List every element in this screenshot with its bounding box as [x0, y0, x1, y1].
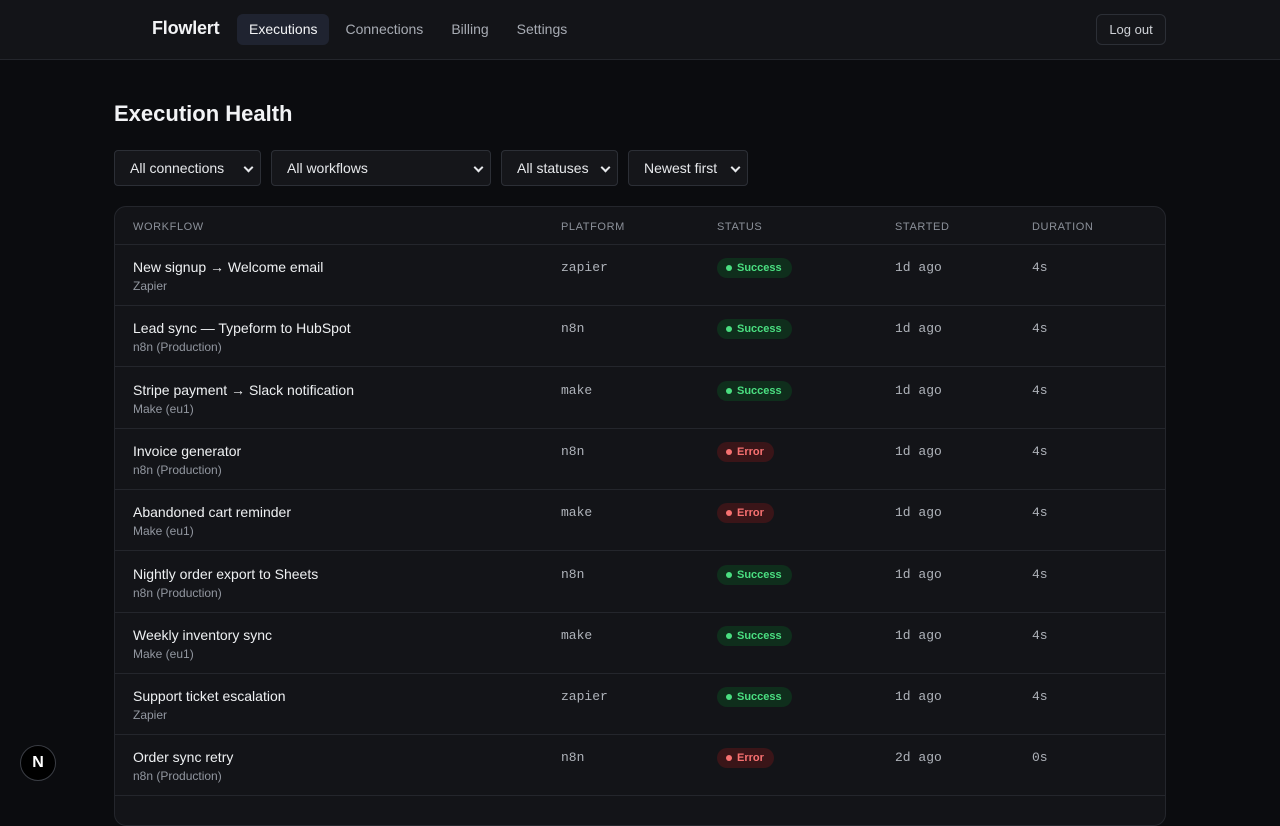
started-value: 1d ago: [895, 566, 942, 582]
workflow-connection: n8n (Production): [133, 769, 222, 784]
platform-value: make: [561, 382, 593, 398]
nav-connections[interactable]: Connections: [345, 21, 424, 37]
duration-value: 4s: [1032, 321, 1048, 337]
status-badge: Error: [717, 441, 774, 462]
platform-value: n8n: [561, 750, 585, 766]
table-row[interactable]: Abandoned cart reminder Make (eu1) make Err…: [115, 490, 1165, 552]
duration-value: 4s: [1032, 627, 1048, 643]
status-filter-value: All statuses: [517, 160, 589, 176]
top-navbar: Flowlert Executions Connections Billing …: [0, 0, 1280, 60]
table-row[interactable]: New signup → Welcome email Zapier zapier Su…: [115, 245, 1165, 306]
platform-value: zapier: [561, 260, 608, 275]
main-nav: Executions Connections Billing Settings: [237, 14, 579, 45]
platform-value: n8n: [561, 443, 585, 459]
workflow-connection: n8n (Production): [133, 462, 222, 477]
duration-value: 4s: [1032, 689, 1048, 705]
sort-select[interactable]: Newest first: [628, 150, 748, 186]
started-value: 1d ago: [895, 321, 942, 337]
status-badge: Success: [717, 380, 792, 401]
workflow-name[interactable]: Abandoned cart reminder: [133, 504, 291, 521]
executions-table: Workflow Platform Status Started Duratio…: [114, 206, 1166, 826]
chevron-down-icon: [600, 162, 611, 173]
brand-logo[interactable]: Flowlert: [152, 18, 220, 38]
duration-value: 4s: [1032, 505, 1048, 521]
status-badge: Error: [717, 748, 774, 769]
chevron-down-icon: [473, 162, 484, 173]
status-badge: Error: [717, 503, 774, 524]
chevron-down-icon: [243, 162, 254, 173]
duration-value: 4s: [1032, 260, 1048, 275]
platform-value: n8n: [561, 321, 585, 337]
dev-tools-button[interactable]: N: [20, 745, 56, 781]
table-row[interactable]: Nightly order export to Sheets n8n (Produ…: [115, 552, 1165, 613]
platform-value: make: [561, 505, 593, 521]
nav-executions[interactable]: Executions: [237, 14, 330, 45]
started-value: 1d ago: [895, 382, 942, 398]
column-header-status[interactable]: Status: [717, 221, 763, 233]
status-badge: Success: [717, 687, 792, 708]
connection-filter-select[interactable]: All connections: [114, 150, 261, 186]
column-header-workflow[interactable]: Workflow: [133, 221, 204, 233]
workflow-name[interactable]: Nightly order export to Sheets: [133, 565, 319, 582]
workflow-name[interactable]: Order sync retry: [133, 749, 234, 766]
platform-value: zapier: [561, 689, 608, 705]
duration-value: 4s: [1032, 443, 1048, 459]
sort-value: Newest first: [644, 160, 718, 176]
chevron-down-icon: [730, 162, 741, 173]
workflow-connection: Zapier: [133, 708, 168, 723]
table-row[interactable]: Lead sync — Typeform to HubSpot n8n (Prod…: [115, 306, 1165, 368]
platform-value: make: [561, 627, 593, 643]
platform-value: n8n: [561, 566, 585, 582]
started-value: 1d ago: [895, 443, 942, 459]
workflow-name[interactable]: Support ticket escalation: [133, 688, 286, 705]
nav-billing[interactable]: Billing: [451, 21, 489, 37]
column-header-platform[interactable]: Platform: [561, 221, 625, 233]
column-header-duration[interactable]: Duration: [1032, 221, 1094, 233]
workflow-filter-select[interactable]: All workflows: [271, 150, 491, 186]
column-header-started[interactable]: Started: [895, 221, 950, 233]
status-badge: Success: [717, 625, 792, 646]
nav-settings[interactable]: Settings: [516, 21, 568, 37]
table-row[interactable]: Order sync retry n8n (Production) n8n Error…: [115, 735, 1165, 797]
table-row[interactable]: Stripe payment → Slack notification Make …: [115, 368, 1165, 429]
table-row[interactable]: Support ticket escalation Zapier zapier Suc…: [115, 674, 1165, 736]
duration-value: 4s: [1032, 382, 1048, 398]
started-value: 1d ago: [895, 627, 942, 643]
workflow-name[interactable]: Invoice generator: [133, 442, 242, 459]
duration-value: 4s: [1032, 566, 1048, 582]
workflow-connection: n8n (Production): [133, 585, 222, 600]
workflow-connection: Zapier: [133, 279, 168, 293]
started-value: 2d ago: [895, 750, 942, 766]
workflow-name[interactable]: Stripe payment → Slack notification: [133, 381, 354, 398]
table-row[interactable]: Invoice generator n8n (Production) n8n Erro…: [115, 429, 1165, 490]
workflow-connection: Make (eu1): [133, 524, 194, 539]
workflow-name[interactable]: New signup → Welcome email: [133, 259, 324, 275]
workflow-connection: n8n (Production): [133, 340, 222, 355]
started-value: 1d ago: [895, 689, 942, 705]
workflow-name[interactable]: Lead sync — Typeform to HubSpot: [133, 320, 351, 337]
started-value: 1d ago: [895, 260, 942, 275]
status-filter-select[interactable]: All statuses: [501, 150, 618, 186]
duration-value: 0s: [1032, 750, 1048, 766]
logout-button[interactable]: Log out: [1096, 14, 1166, 45]
status-badge: Success: [717, 258, 792, 278]
table-header: Workflow Platform Status Started Duratio…: [115, 207, 1165, 245]
table-row[interactable]: Weekly inventory sync Make (eu1) make Succe…: [115, 613, 1165, 674]
status-badge: Success: [717, 319, 792, 340]
started-value: 1d ago: [895, 505, 942, 521]
workflow-connection: Make (eu1): [133, 401, 194, 416]
workflow-connection: Make (eu1): [133, 646, 194, 661]
workflow-filter-value: All workflows: [287, 160, 368, 176]
workflow-name[interactable]: Weekly inventory sync: [133, 626, 273, 643]
connection-filter-value: All connections: [130, 160, 225, 176]
status-badge: Success: [717, 564, 792, 585]
page-title: Execution Health: [114, 101, 293, 126]
